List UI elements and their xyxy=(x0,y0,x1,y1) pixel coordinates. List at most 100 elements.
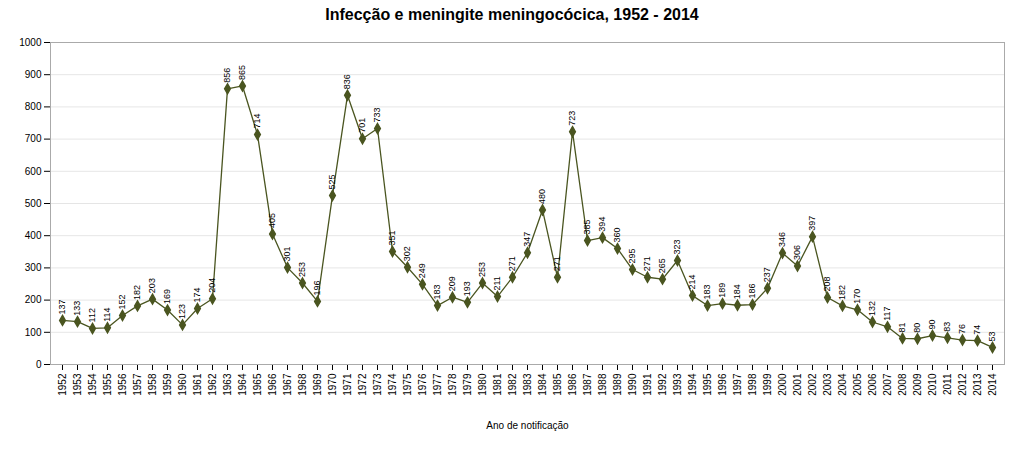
svg-text:183: 183 xyxy=(702,285,712,300)
svg-text:360: 360 xyxy=(612,228,622,243)
svg-text:1996: 1996 xyxy=(717,373,728,396)
svg-text:900: 900 xyxy=(25,69,42,80)
svg-text:271: 271 xyxy=(552,256,562,271)
svg-text:112: 112 xyxy=(87,308,97,322)
svg-text:2014: 2014 xyxy=(987,373,998,396)
svg-text:271: 271 xyxy=(642,256,652,271)
svg-text:2003: 2003 xyxy=(822,373,833,396)
svg-text:1960: 1960 xyxy=(177,373,188,396)
svg-text:1972: 1972 xyxy=(357,373,368,396)
svg-text:301: 301 xyxy=(282,247,292,262)
svg-text:1997: 1997 xyxy=(732,373,743,396)
svg-text:100: 100 xyxy=(25,327,42,338)
svg-text:1981: 1981 xyxy=(492,373,503,396)
svg-text:1991: 1991 xyxy=(642,373,653,396)
svg-text:2011: 2011 xyxy=(942,373,953,395)
svg-text:1987: 1987 xyxy=(582,373,593,396)
svg-text:600: 600 xyxy=(25,166,42,177)
svg-text:1975: 1975 xyxy=(402,373,413,396)
svg-text:1973: 1973 xyxy=(372,373,383,396)
svg-text:2002: 2002 xyxy=(807,373,818,396)
svg-text:733: 733 xyxy=(372,107,382,122)
svg-text:800: 800 xyxy=(25,101,42,112)
svg-text:2005: 2005 xyxy=(852,373,863,396)
svg-text:123: 123 xyxy=(177,304,187,319)
svg-text:1955: 1955 xyxy=(102,373,113,396)
svg-text:186: 186 xyxy=(747,284,757,299)
svg-text:1994: 1994 xyxy=(687,373,698,396)
svg-text:196: 196 xyxy=(312,280,322,295)
svg-text:1970: 1970 xyxy=(327,373,338,396)
svg-text:174: 174 xyxy=(192,287,202,302)
svg-text:1967: 1967 xyxy=(282,373,293,396)
svg-text:1958: 1958 xyxy=(147,373,158,396)
svg-text:1980: 1980 xyxy=(477,373,488,396)
svg-text:1959: 1959 xyxy=(162,373,173,396)
svg-text:1992: 1992 xyxy=(657,373,668,396)
svg-text:1961: 1961 xyxy=(192,373,203,396)
svg-text:1957: 1957 xyxy=(132,373,143,396)
svg-text:1988: 1988 xyxy=(597,373,608,396)
svg-text:397: 397 xyxy=(807,216,817,231)
svg-text:500: 500 xyxy=(25,198,42,209)
svg-text:1966: 1966 xyxy=(267,373,278,396)
svg-text:182: 182 xyxy=(837,285,847,300)
svg-text:2000: 2000 xyxy=(777,373,788,396)
svg-text:80: 80 xyxy=(912,323,922,333)
svg-text:117: 117 xyxy=(882,306,892,320)
svg-text:2013: 2013 xyxy=(972,373,983,396)
svg-text:2004: 2004 xyxy=(837,373,848,396)
svg-text:184: 184 xyxy=(732,284,742,299)
svg-text:265: 265 xyxy=(657,258,667,273)
svg-text:2009: 2009 xyxy=(912,373,923,396)
svg-text:347: 347 xyxy=(522,232,532,247)
svg-text:114: 114 xyxy=(102,307,112,321)
svg-text:1990: 1990 xyxy=(627,373,638,396)
svg-text:204: 204 xyxy=(207,278,217,293)
svg-text:525: 525 xyxy=(327,174,337,189)
svg-text:170: 170 xyxy=(852,289,862,304)
svg-text:214: 214 xyxy=(687,275,697,290)
svg-text:137: 137 xyxy=(57,299,67,314)
svg-text:701: 701 xyxy=(357,118,367,133)
svg-text:723: 723 xyxy=(567,111,577,126)
svg-text:1963: 1963 xyxy=(222,373,233,396)
svg-text:189: 189 xyxy=(717,283,727,298)
svg-text:714: 714 xyxy=(252,114,262,129)
svg-text:253: 253 xyxy=(477,262,487,277)
svg-text:1962: 1962 xyxy=(207,373,218,396)
svg-text:385: 385 xyxy=(582,219,592,234)
svg-text:856: 856 xyxy=(222,68,232,83)
svg-text:1998: 1998 xyxy=(747,373,758,396)
svg-text:1978: 1978 xyxy=(447,373,458,396)
svg-text:394: 394 xyxy=(597,217,607,232)
svg-text:1969: 1969 xyxy=(312,373,323,396)
svg-text:1971: 1971 xyxy=(342,373,353,396)
svg-text:1979: 1979 xyxy=(462,373,473,396)
svg-text:211: 211 xyxy=(492,276,502,290)
svg-text:132: 132 xyxy=(867,301,877,316)
svg-text:74: 74 xyxy=(972,325,982,335)
svg-text:2001: 2001 xyxy=(792,373,803,396)
svg-text:1986: 1986 xyxy=(567,373,578,396)
svg-text:480: 480 xyxy=(537,189,547,204)
svg-text:249: 249 xyxy=(417,263,427,278)
svg-text:76: 76 xyxy=(957,324,967,334)
svg-text:253: 253 xyxy=(297,262,307,277)
svg-text:306: 306 xyxy=(792,245,802,260)
svg-text:183: 183 xyxy=(432,285,442,300)
svg-text:405: 405 xyxy=(267,213,277,228)
svg-text:836: 836 xyxy=(342,74,352,89)
svg-text:323: 323 xyxy=(672,239,682,254)
svg-text:2007: 2007 xyxy=(882,373,893,396)
svg-text:237: 237 xyxy=(762,267,772,282)
svg-text:1993: 1993 xyxy=(672,373,683,396)
svg-text:1974: 1974 xyxy=(387,373,398,396)
svg-text:1954: 1954 xyxy=(87,373,98,396)
svg-text:182: 182 xyxy=(132,285,142,300)
svg-text:295: 295 xyxy=(627,248,637,263)
svg-text:152: 152 xyxy=(117,295,127,310)
svg-text:1999: 1999 xyxy=(762,373,773,396)
svg-text:53: 53 xyxy=(987,331,997,341)
svg-text:209: 209 xyxy=(447,276,457,291)
